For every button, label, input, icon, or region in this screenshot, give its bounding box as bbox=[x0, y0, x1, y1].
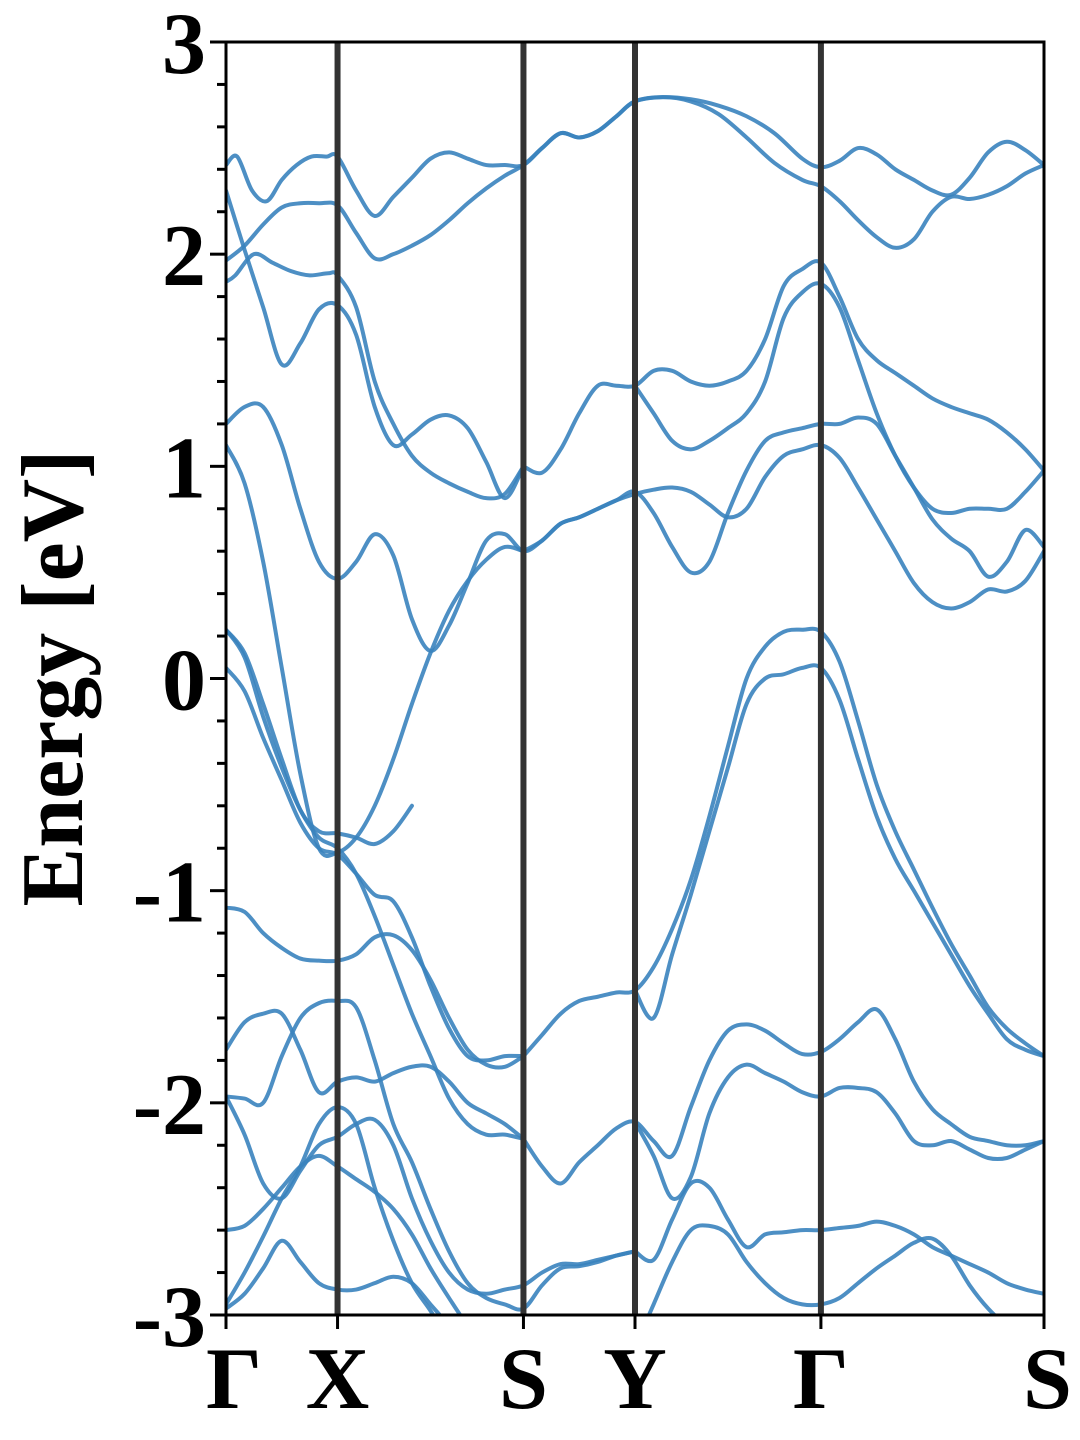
y-tick-label: 0 bbox=[162, 633, 206, 730]
band-line-9 bbox=[226, 443, 526, 858]
band-line-14 bbox=[521, 626, 1044, 1059]
y-tick-label: 3 bbox=[162, 0, 206, 93]
x-tick-label-X: X bbox=[306, 1331, 370, 1428]
band-line-18 bbox=[226, 1094, 637, 1296]
band-line-2 bbox=[226, 95, 1044, 263]
y-axis: 3 2 1 0 -1 -2 -3 bbox=[133, 0, 226, 1366]
x-tick-label-S: S bbox=[1023, 1331, 1072, 1428]
y-tick-label: 2 bbox=[162, 208, 206, 305]
x-tick-label-S: S bbox=[499, 1331, 548, 1428]
y-tick-label: -1 bbox=[133, 845, 206, 942]
high-symmetry-lines bbox=[334, 42, 824, 1315]
band-line-11 bbox=[226, 665, 526, 1063]
band-line-17 bbox=[226, 998, 637, 1312]
y-tick-label: 1 bbox=[162, 420, 206, 517]
x-tick-label-Y: Y bbox=[603, 1331, 667, 1428]
y-axis-title: Energy [eV] bbox=[5, 450, 102, 907]
band-line-3 bbox=[226, 188, 526, 501]
band-line-25 bbox=[646, 1223, 998, 1315]
band-line-19 bbox=[521, 1007, 1044, 1186]
y-tick-label: -2 bbox=[133, 1057, 206, 1154]
band-line-8 bbox=[521, 442, 1044, 611]
band-line-6 bbox=[633, 281, 1044, 516]
band-line-5 bbox=[521, 259, 1044, 476]
band-line-16 bbox=[226, 1008, 526, 1141]
x-tick-label-Γ: Γ bbox=[206, 1331, 262, 1428]
y-tick-label: -3 bbox=[133, 1269, 206, 1366]
band-lines bbox=[226, 95, 1044, 1315]
band-line-13 bbox=[226, 905, 526, 1070]
band-line-4 bbox=[226, 251, 526, 501]
band-line-24 bbox=[633, 1178, 1044, 1296]
band-line-10 bbox=[226, 627, 414, 847]
band-line-15 bbox=[633, 663, 1044, 1059]
band-line-20 bbox=[633, 1062, 1044, 1201]
x-tick-label-Γ: Γ bbox=[793, 1331, 849, 1428]
band-line-12 bbox=[226, 627, 526, 1141]
